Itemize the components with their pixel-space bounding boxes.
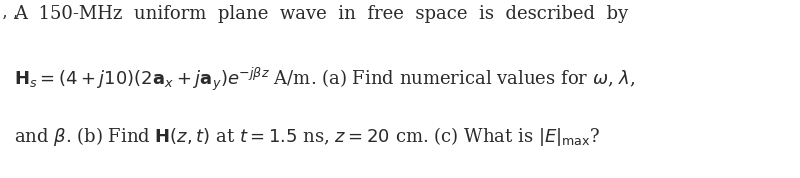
Text: and $\beta$. (b) Find $\mathbf{H}(z, t)$ at $t = 1.5$ ns, $z = 20$ cm. (c) What : and $\beta$. (b) Find $\mathbf{H}(z, t)$… xyxy=(14,125,601,148)
Text: A  150-MHz  uniform  plane  wave  in  free  space  is  described  by: A 150-MHz uniform plane wave in free spa… xyxy=(14,5,629,23)
Text: $\mathbf{H}_s = (4 + j10)(2\mathbf{a}_x + j\mathbf{a}_y)e^{-j\beta z}$ A/m. (a) : $\mathbf{H}_s = (4 + j10)(2\mathbf{a}_x … xyxy=(14,66,636,93)
Text: ’ ’: ’ ’ xyxy=(2,14,18,31)
